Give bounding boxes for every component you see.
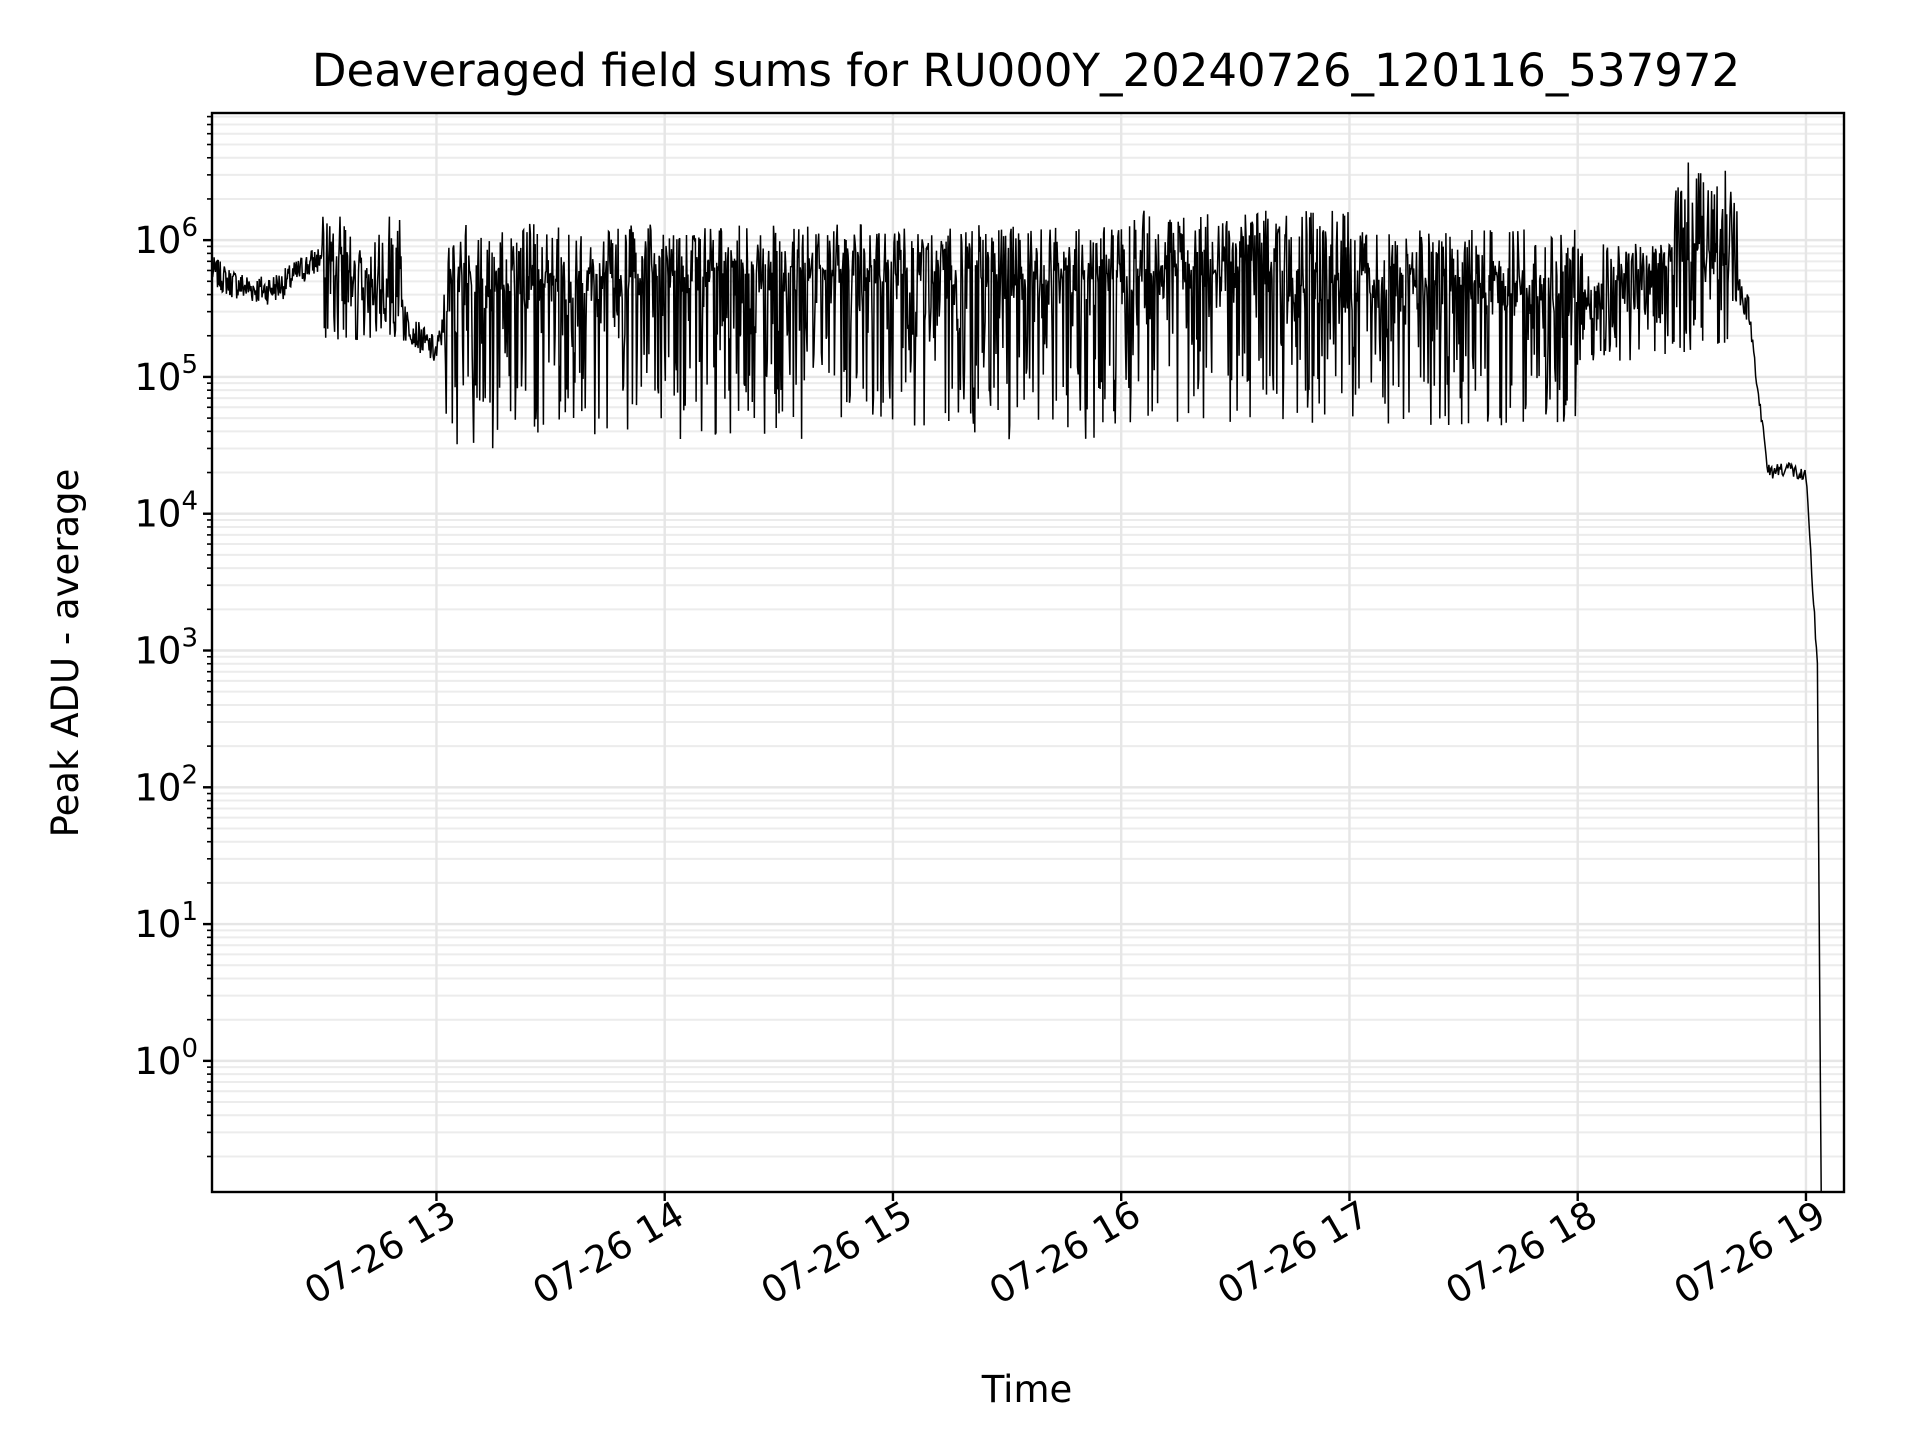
- peak-adu-series-line: [211, 162, 1822, 1193]
- grid-lines: [212, 113, 1844, 1192]
- y-tick-label: 104: [134, 487, 198, 536]
- y-axis: 100 101 102 103 104 105 106: [134, 115, 212, 1158]
- plot-frame: [210, 111, 1846, 1194]
- y-tick-label: 106: [134, 213, 198, 262]
- y-tick-label: 101: [134, 897, 198, 946]
- y-tick-label: 105: [134, 350, 198, 399]
- y-tick-label: 102: [134, 760, 198, 809]
- x-axis-label: Time: [981, 1368, 1073, 1411]
- data-line: [211, 162, 1822, 1193]
- chart-title: Deaveraged field sums for RU000Y_2024072…: [312, 44, 1740, 97]
- y-axis-label: Peak ADU - average: [44, 469, 87, 838]
- y-tick-label: 100: [134, 1034, 198, 1083]
- y-tick-label: 103: [134, 624, 198, 673]
